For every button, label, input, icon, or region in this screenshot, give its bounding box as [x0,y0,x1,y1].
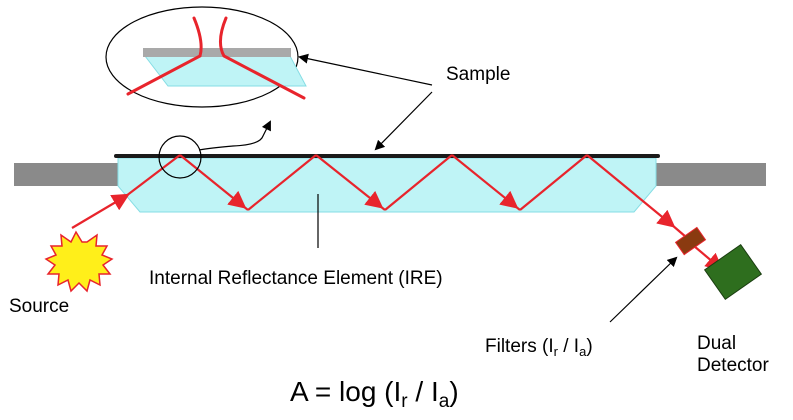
holder-left [14,163,118,186]
ire-label: Internal Reflectance Element (IRE) [149,268,443,289]
source-icon [44,230,114,293]
detector-label-line1: Dual [697,333,737,354]
detector-label: Dual Detector [697,333,769,377]
inset-sample [143,48,291,57]
filter-icon [674,226,707,256]
detector-label-line2: Detector [697,354,769,376]
filters-label: Filters (Ir / Ia) [485,336,593,359]
sample-pointers [298,53,433,151]
source-label: Source [9,296,70,317]
zoom-circle [158,135,202,179]
holder-right [656,163,766,186]
sample-label: Sample [446,64,511,85]
absorbance-equation: A = log (Ir / Ia) [290,376,459,412]
zoom-connector [198,120,271,151]
inset-beam [126,16,306,100]
detector-icon [703,243,763,301]
filters-pointer [609,256,678,323]
